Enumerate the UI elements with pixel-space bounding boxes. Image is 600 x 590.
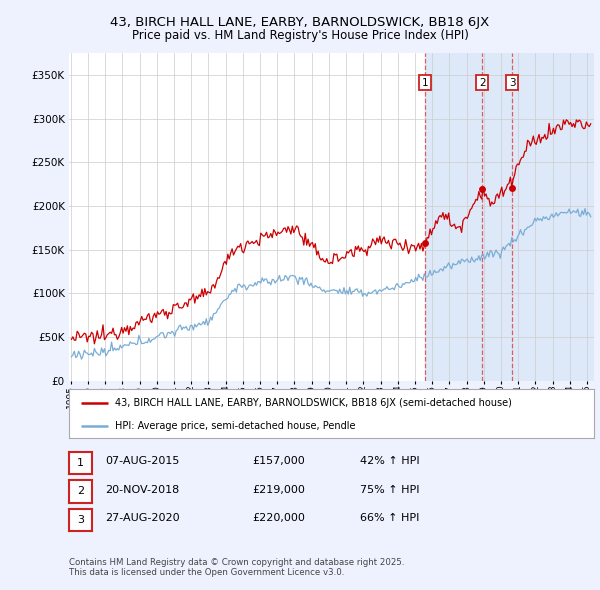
Text: Contains HM Land Registry data © Crown copyright and database right 2025.
This d: Contains HM Land Registry data © Crown c…: [69, 558, 404, 577]
Text: 1: 1: [422, 77, 428, 87]
Text: 1: 1: [77, 458, 84, 468]
Text: Price paid vs. HM Land Registry's House Price Index (HPI): Price paid vs. HM Land Registry's House …: [131, 29, 469, 42]
Text: 3: 3: [509, 77, 515, 87]
Text: 3: 3: [77, 515, 84, 525]
Text: 2: 2: [77, 487, 84, 496]
Text: 43, BIRCH HALL LANE, EARBY, BARNOLDSWICK, BB18 6JX (semi-detached house): 43, BIRCH HALL LANE, EARBY, BARNOLDSWICK…: [115, 398, 512, 408]
Text: 66% ↑ HPI: 66% ↑ HPI: [360, 513, 419, 523]
Text: 42% ↑ HPI: 42% ↑ HPI: [360, 457, 419, 466]
Text: 2: 2: [479, 77, 485, 87]
Text: £219,000: £219,000: [252, 485, 305, 494]
Bar: [425, 53, 596, 381]
Text: 75% ↑ HPI: 75% ↑ HPI: [360, 485, 419, 494]
Text: 20-NOV-2018: 20-NOV-2018: [105, 485, 179, 494]
Text: 07-AUG-2015: 07-AUG-2015: [105, 457, 179, 466]
Text: £220,000: £220,000: [252, 513, 305, 523]
Text: 27-AUG-2020: 27-AUG-2020: [105, 513, 179, 523]
Text: 43, BIRCH HALL LANE, EARBY, BARNOLDSWICK, BB18 6JX: 43, BIRCH HALL LANE, EARBY, BARNOLDSWICK…: [110, 16, 490, 29]
Text: HPI: Average price, semi-detached house, Pendle: HPI: Average price, semi-detached house,…: [115, 421, 356, 431]
Text: £157,000: £157,000: [252, 457, 305, 466]
